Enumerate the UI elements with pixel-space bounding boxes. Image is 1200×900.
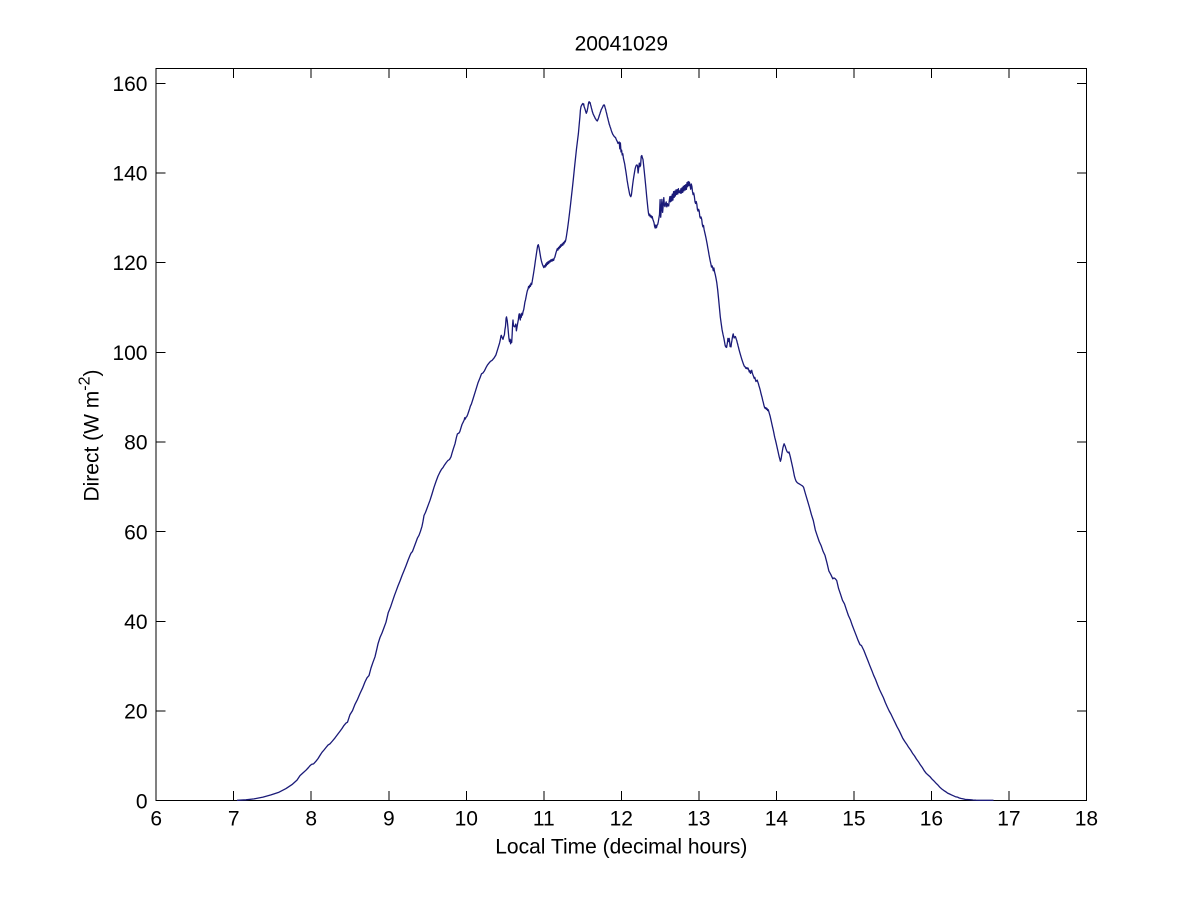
svg-text:Local Time (decimal hours): Local Time (decimal hours) [495, 836, 747, 859]
svg-text:11: 11 [533, 807, 555, 830]
svg-text:18: 18 [1075, 807, 1098, 830]
svg-text:6: 6 [150, 807, 162, 830]
svg-text:15: 15 [842, 807, 865, 830]
svg-text:80: 80 [124, 432, 147, 455]
svg-text:16: 16 [920, 807, 943, 830]
svg-text:60: 60 [124, 521, 147, 544]
svg-text:8: 8 [305, 807, 317, 830]
svg-text:160: 160 [112, 73, 147, 96]
svg-text:120: 120 [112, 252, 147, 275]
svg-text:100: 100 [112, 342, 147, 365]
svg-text:20041029: 20041029 [575, 32, 668, 55]
svg-text:17: 17 [997, 807, 1020, 830]
svg-text:40: 40 [124, 611, 147, 634]
svg-text:9: 9 [383, 807, 395, 830]
svg-text:0: 0 [136, 790, 148, 813]
svg-text:10: 10 [455, 807, 478, 830]
svg-text:20: 20 [124, 701, 147, 724]
svg-text:140: 140 [112, 163, 147, 186]
svg-text:Direct (W m-2): Direct (W m-2) [77, 369, 104, 501]
svg-text:14: 14 [765, 807, 789, 830]
svg-text:7: 7 [228, 807, 240, 830]
svg-text:12: 12 [610, 807, 633, 830]
svg-text:13: 13 [687, 807, 710, 830]
